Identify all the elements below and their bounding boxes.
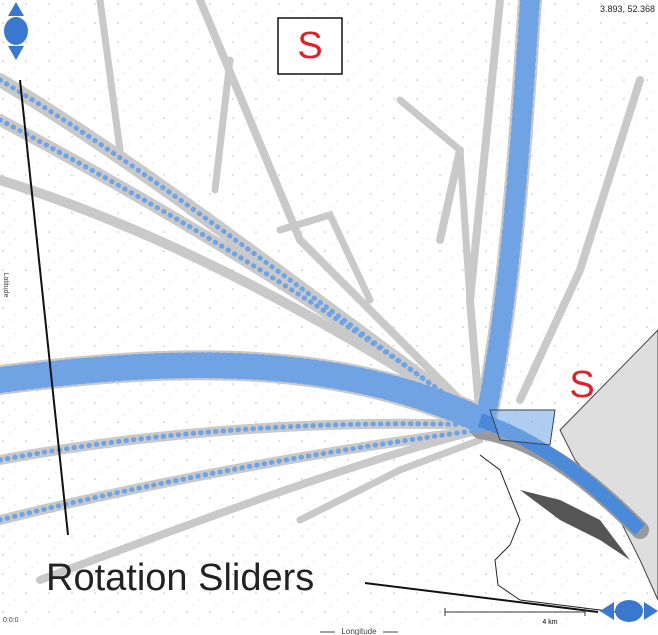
time-label: 0:0:0 xyxy=(3,617,19,624)
annotation-line xyxy=(364,582,599,613)
coordinates: 3.893, 52.368 xyxy=(600,4,655,14)
marker: S xyxy=(297,25,322,67)
y-axis-label: Latitude xyxy=(2,273,9,298)
selection xyxy=(489,409,556,446)
vertical-rotation-slider[interactable] xyxy=(4,2,28,60)
annotation: Rotation Sliders xyxy=(46,557,314,599)
annotation-line xyxy=(19,79,69,536)
scale-label: 4 km xyxy=(542,619,557,626)
x-axis-label: Longitude xyxy=(341,627,377,635)
coastline xyxy=(479,454,641,616)
horizontal-rotation-slider[interactable] xyxy=(600,600,658,622)
marker-box xyxy=(277,17,343,75)
axis-label-bg xyxy=(335,627,383,635)
harbour xyxy=(520,490,630,560)
marker: S xyxy=(569,364,594,406)
